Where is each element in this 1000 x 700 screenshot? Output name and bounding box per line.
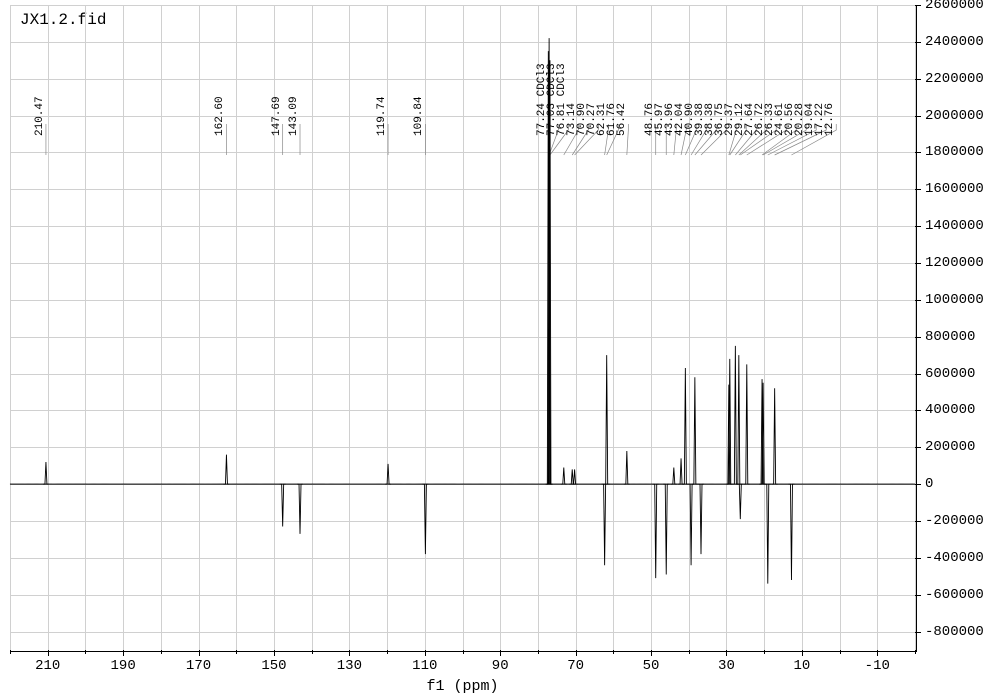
peak-label: 12.76	[824, 103, 836, 136]
peak-label: 109.84	[413, 96, 425, 136]
peak-label: 143.09	[288, 96, 300, 136]
peak-label: 162.60	[214, 96, 226, 136]
peak-label: 147.69	[271, 96, 283, 136]
peak-label: 56.42	[616, 103, 628, 136]
nmr-spectrum-figure: JX1.2.fid f1 (ppm) 260000024000002200000…	[0, 0, 1000, 700]
peak-label: 210.47	[34, 96, 46, 136]
peak-label: 119.74	[376, 96, 388, 136]
spectrum-svg	[0, 0, 1000, 700]
